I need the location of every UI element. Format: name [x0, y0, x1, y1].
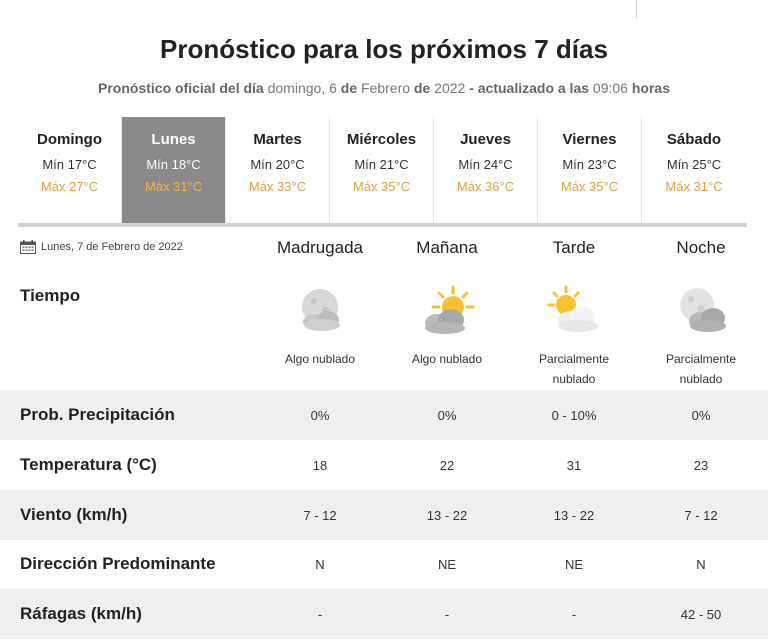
subtitle-prefix: Pronóstico oficial del día [98, 80, 264, 96]
day-name: Miércoles [346, 131, 417, 148]
row-value: 13 - 22 [426, 507, 468, 523]
cloudy-night-icon [302, 289, 340, 331]
period-manana: Mañana [416, 238, 478, 257]
weather-noche: Parcialmente nublado [636, 285, 766, 389]
weather-desc-line: nublado [552, 372, 596, 386]
day-name: Sábado [666, 131, 722, 148]
day-max: Máx 36°C [456, 179, 515, 194]
day-tabs: Domingo Mín 17°C Máx 27°C Lunes Mín 18°C… [18, 117, 747, 227]
day-min: Mín 25°C [666, 157, 722, 172]
row-viento: Viento (km/h) 7 - 12 13 - 22 13 - 22 7 -… [0, 490, 768, 540]
row-value: 0% [437, 407, 457, 423]
day-name: Martes [253, 131, 302, 148]
row-direccion: Dirección Predominante N NE NE N [0, 539, 768, 589]
day-min: Mín 20°C [250, 157, 305, 172]
tiempo-label: Tiempo [20, 286, 81, 305]
row-value: 7 - 12 [684, 507, 718, 523]
subtitle-horas: horas [631, 80, 670, 96]
row-value: 0% [691, 407, 711, 423]
partly-cloudy-day-icon [547, 285, 598, 332]
subtitle-de: de [413, 80, 431, 96]
day-min: Mín 24°C [458, 157, 513, 172]
row-label: Ráfagas (km/h) [20, 604, 142, 623]
day-min: Mín 23°C [562, 157, 617, 172]
row-value: - [317, 606, 323, 622]
row-value: 7 - 12 [303, 507, 337, 523]
top-divider [636, 0, 637, 18]
row-label: Dirección Predominante [20, 554, 216, 573]
weather-desc: Algo nublado [255, 349, 385, 369]
weather-desc-line: Parcialmente [665, 352, 737, 366]
day-tab-martes[interactable]: Martes Mín 20°C Máx 33°C [226, 117, 330, 223]
day-name: Lunes [151, 131, 196, 148]
row-label: Temperatura (°C) [20, 455, 157, 474]
day-name: Viernes [562, 131, 617, 148]
selected-date-text: Lunes, 7 de Febrero de 2022 [41, 241, 183, 253]
row-rafagas: Ráfagas (km/h) - - - 42 - 50 [0, 589, 768, 639]
row-value: N [696, 556, 706, 572]
row-temperatura: Temperatura (°C) 18 22 31 23 [0, 440, 768, 490]
day-max: Máx 27°C [40, 179, 99, 194]
period-madrugada: Madrugada [276, 238, 363, 257]
subtitle-time: 09:06 [592, 80, 628, 96]
row-value: N [315, 556, 325, 572]
row-value: 31 [566, 457, 582, 473]
day-max: Máx 31°C [665, 179, 723, 194]
row-value: 22 [439, 457, 455, 473]
row-value: NE [564, 556, 584, 572]
weather-madrugada: Algo nublado [255, 285, 385, 369]
day-tab-domingo[interactable]: Domingo Mín 17°C Máx 27°C [18, 117, 122, 223]
weather-tarde: Parcialmente nublado [509, 285, 639, 389]
day-max: Máx 33°C [248, 179, 307, 194]
day-min: Mín 21°C [354, 157, 409, 172]
weather-desc: Parcialmente nublado [636, 349, 766, 389]
weather-desc-line: nublado [679, 372, 723, 386]
row-value: 23 [693, 457, 709, 473]
day-name: Domingo [37, 131, 102, 148]
weather-manana: Algo nublado [382, 285, 512, 369]
day-max: Máx 31°C [144, 179, 203, 194]
row-label: Prob. Precipitación [20, 405, 175, 424]
row-value: 42 - 50 [680, 606, 722, 622]
row-value: 13 - 22 [553, 507, 595, 523]
row-value: - [444, 606, 450, 622]
row-precipitacion: Prob. Precipitación 0% 0% 0 - 10% 0% [0, 390, 768, 440]
subtitle-weekday: domingo, 6 [267, 80, 337, 96]
page-subtitle: Pronóstico oficial del día domingo, 6 de… [0, 80, 768, 96]
row-value: 0% [310, 407, 330, 423]
row-value: NE [437, 556, 457, 572]
period-noche: Noche [676, 238, 726, 257]
day-tab-sabado[interactable]: Sábado Mín 25°C Máx 31°C [642, 117, 746, 223]
subtitle-de: de [340, 80, 358, 96]
row-label: Viento (km/h) [20, 505, 128, 524]
subtitle-month: Febrero [361, 80, 411, 96]
row-value: - [571, 606, 577, 622]
day-min: Mín 18°C [146, 157, 201, 172]
weather-desc-line: Algo nublado [284, 352, 356, 366]
weather-desc: Algo nublado [382, 349, 512, 369]
page-title: Pronóstico para los próximos 7 días [160, 34, 608, 64]
row-value: 18 [312, 457, 328, 473]
sun-behind-cloud-icon [425, 285, 475, 334]
day-tab-jueves[interactable]: Jueves Mín 24°C Máx 36°C [434, 117, 538, 223]
day-tab-viernes[interactable]: Viernes Mín 23°C Máx 35°C [538, 117, 642, 223]
subtitle-updated: - actualizado a las [469, 80, 590, 96]
day-min: Mín 17°C [42, 157, 97, 172]
day-max: Máx 35°C [560, 179, 619, 194]
day-tab-lunes[interactable]: Lunes Mín 18°C Máx 31°C [122, 117, 226, 223]
day-max: Máx 35°C [352, 179, 411, 194]
row-value: 0 - 10% [551, 407, 597, 423]
weather-desc-line: Algo nublado [411, 352, 483, 366]
weather-desc: Parcialmente nublado [509, 349, 639, 389]
period-tarde: Tarde [552, 238, 596, 257]
day-tab-miercoles[interactable]: Miércoles Mín 21°C Máx 35°C [330, 117, 434, 223]
selected-date: Lunes, 7 de Febrero de 2022 [20, 240, 183, 254]
subtitle-year: 2022 [434, 80, 466, 96]
day-name: Jueves [460, 131, 511, 148]
partly-cloudy-night-icon [680, 288, 726, 332]
weather-desc-line: Parcialmente [538, 352, 610, 366]
calendar-icon [20, 240, 36, 254]
